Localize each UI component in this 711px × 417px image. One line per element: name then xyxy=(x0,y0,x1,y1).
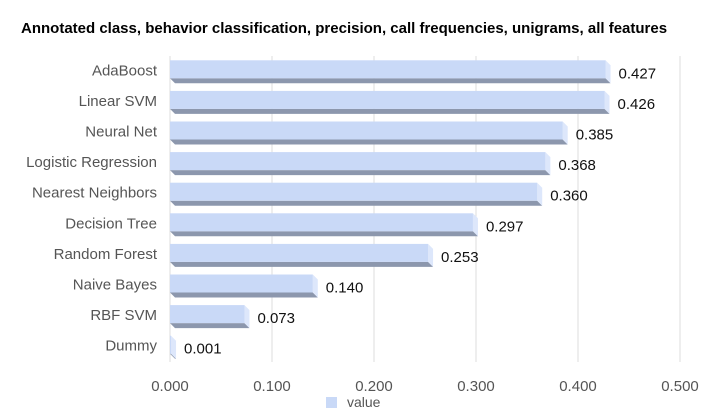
category-label: Decision Tree xyxy=(65,215,157,232)
value-label: 0.427 xyxy=(619,65,657,82)
bar-shadow xyxy=(170,292,318,298)
category-label: Neural Net xyxy=(85,124,158,141)
x-tick-label: 0.500 xyxy=(661,378,699,395)
category-label: Naive Bayes xyxy=(73,277,157,294)
category-label: Nearest Neighbors xyxy=(32,185,157,202)
bar-shadow xyxy=(170,353,177,359)
bar-shadow xyxy=(170,200,543,206)
value-label: 0.001 xyxy=(184,341,222,358)
bar xyxy=(170,152,546,171)
bar xyxy=(170,274,313,293)
bar-side xyxy=(244,305,250,329)
bar-shadow xyxy=(170,108,610,114)
x-tick-label: 0.000 xyxy=(151,378,189,395)
value-label: 0.253 xyxy=(441,249,479,266)
bar-side xyxy=(604,90,610,114)
bar-shadow xyxy=(170,139,568,145)
bar-side xyxy=(472,213,478,237)
bar-shadow xyxy=(170,170,551,176)
bar-side xyxy=(537,182,543,206)
value-label: 0.297 xyxy=(486,218,524,235)
bar-side xyxy=(545,152,551,176)
bar xyxy=(170,243,429,262)
bar xyxy=(170,90,605,109)
bar-side xyxy=(605,60,611,84)
category-label: Random Forest xyxy=(54,246,158,263)
value-label: 0.360 xyxy=(550,188,588,205)
bar-shadow xyxy=(170,78,611,84)
bar-side xyxy=(428,243,434,267)
x-tick-label: 0.200 xyxy=(355,378,393,395)
bar-side xyxy=(171,335,177,359)
bar xyxy=(170,335,172,354)
value-label: 0.368 xyxy=(558,157,596,174)
value-label: 0.073 xyxy=(257,310,295,327)
bar xyxy=(170,182,538,201)
category-label: Dummy xyxy=(105,338,157,355)
category-label: Linear SVM xyxy=(79,93,157,110)
bar-shadow xyxy=(170,231,478,237)
value-label: 0.140 xyxy=(326,280,364,297)
bar xyxy=(170,60,606,79)
category-label: Logistic Regression xyxy=(26,154,157,171)
bar xyxy=(170,121,563,140)
bar-shadow xyxy=(170,323,250,329)
value-label: 0.385 xyxy=(576,127,614,144)
x-tick-label: 0.100 xyxy=(253,378,291,395)
bar xyxy=(170,213,473,232)
legend-swatch xyxy=(326,396,337,408)
chart-title: Annotated class, behavior classification… xyxy=(21,20,668,37)
x-tick-label: 0.400 xyxy=(559,378,597,395)
bar xyxy=(170,305,245,324)
bar-side xyxy=(312,274,318,298)
legend: value xyxy=(326,394,380,410)
bar-shadow xyxy=(170,261,434,267)
x-tick-label: 0.300 xyxy=(457,378,495,395)
value-label: 0.426 xyxy=(618,96,656,113)
bar-side xyxy=(562,121,568,145)
legend-label: value xyxy=(347,394,381,410)
category-label: AdaBoost xyxy=(92,62,158,79)
category-label: RBF SVM xyxy=(90,307,157,324)
